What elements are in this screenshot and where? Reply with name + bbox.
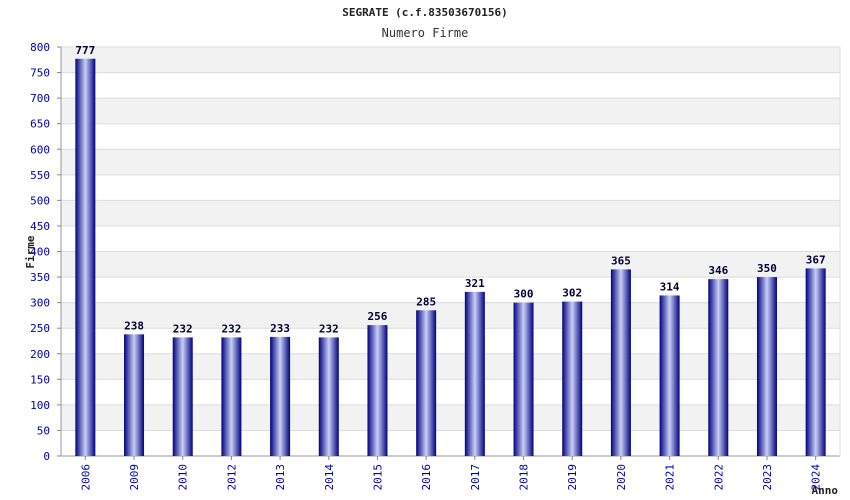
y-tick-label: 350 <box>30 271 50 284</box>
bar-value-label: 350 <box>757 262 777 275</box>
bar-value-label: 367 <box>806 253 826 266</box>
y-tick-label: 550 <box>30 169 50 182</box>
bar-value-label: 346 <box>708 264 728 277</box>
y-tick-label: 600 <box>30 143 50 156</box>
y-axis-label: Firme <box>24 235 37 268</box>
bar <box>416 310 437 456</box>
x-tick-label: 2024 <box>810 464 823 491</box>
bar <box>756 277 777 456</box>
y-tick-label: 50 <box>37 424 50 437</box>
y-tick-label: 0 <box>43 450 50 463</box>
y-tick-label: 800 <box>30 41 50 54</box>
bar <box>513 302 534 456</box>
y-tick-label: 100 <box>30 399 50 412</box>
bar <box>75 58 96 456</box>
bar <box>610 269 631 456</box>
grid-band <box>61 47 840 73</box>
bar-value-label: 365 <box>611 254 631 267</box>
x-tick-label: 2010 <box>177 464 190 491</box>
x-tick-label: 2013 <box>274 464 287 491</box>
y-tick-label: 650 <box>30 118 50 131</box>
bar <box>659 295 680 456</box>
bar <box>708 279 729 456</box>
bar <box>270 336 291 456</box>
x-tick-label: 2015 <box>371 464 384 491</box>
bar-value-label: 321 <box>465 277 485 290</box>
x-tick-label: 2018 <box>518 464 531 491</box>
y-tick-label: 300 <box>30 297 50 310</box>
chart-subtitle: Numero Firme <box>382 26 469 40</box>
x-axis-label: Anno <box>812 484 839 497</box>
x-tick-label: 2023 <box>761 464 774 491</box>
y-tick-label: 750 <box>30 67 50 80</box>
bar <box>318 337 339 456</box>
y-tick-label: 150 <box>30 373 50 386</box>
y-tick-label: 700 <box>30 92 50 105</box>
bar-value-label: 777 <box>75 44 95 57</box>
bar-value-label: 232 <box>319 322 339 335</box>
grid-band <box>61 98 840 124</box>
y-tick-label: 200 <box>30 348 50 361</box>
data-labels: 777 238 232 232 233 232 256 285 321 300 302 365 314 3… <box>75 44 825 336</box>
bar-value-label: 285 <box>416 295 436 308</box>
x-tick-label: 2012 <box>225 464 238 491</box>
bar <box>464 291 485 456</box>
x-tick-label: 2022 <box>712 464 725 491</box>
bar <box>221 337 242 456</box>
grid-band <box>61 149 840 175</box>
grid-band <box>61 200 840 226</box>
x-tick-label: 2009 <box>128 464 141 491</box>
y-tick-label: 450 <box>30 220 50 233</box>
bar-value-label: 232 <box>173 322 193 335</box>
bar <box>367 325 388 456</box>
bar-value-label: 256 <box>368 310 388 323</box>
bar <box>124 334 145 456</box>
bar-value-label: 300 <box>514 288 534 301</box>
bar-value-label: 314 <box>660 280 680 293</box>
bar-value-label: 233 <box>270 322 290 335</box>
bar-value-label: 302 <box>562 287 582 300</box>
bar-value-label: 232 <box>221 322 241 335</box>
x-tick-label: 2019 <box>566 464 579 491</box>
x-ticks: 2006 2009 2010 2012 2013 2014 2015 2016 2017 2018… <box>79 456 823 491</box>
bar <box>172 337 193 456</box>
bar-value-label: 238 <box>124 319 144 332</box>
x-tick-label: 2017 <box>469 464 482 491</box>
chart-title: SEGRATE (c.f.83503670156) <box>342 6 508 19</box>
bar <box>805 268 826 456</box>
bar <box>562 301 583 456</box>
y-tick-label: 400 <box>30 246 50 259</box>
y-tick-label: 250 <box>30 322 50 335</box>
x-tick-label: 2016 <box>420 464 433 491</box>
x-tick-label: 2006 <box>79 464 92 491</box>
y-tick-label: 500 <box>30 194 50 207</box>
x-tick-label: 2020 <box>615 464 628 491</box>
x-tick-label: 2021 <box>664 464 677 491</box>
y-ticks: 0 50 100 150 200 250 300 350 400 450 500 550 600 650 7… <box>30 41 61 463</box>
grid-band <box>61 251 840 278</box>
x-tick-label: 2014 <box>323 464 336 491</box>
bars <box>75 58 826 456</box>
